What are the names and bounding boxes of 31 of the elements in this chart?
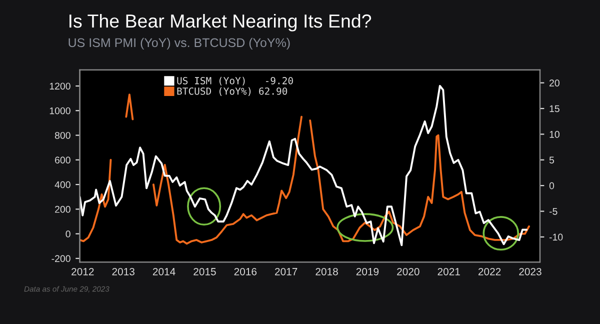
y-tick-label: 0 <box>66 230 70 238</box>
y-tick-label: 1200 <box>50 82 70 90</box>
chart-title: Is The Bear Market Nearing Its End? <box>70 14 372 32</box>
x-tick-label: 2018 <box>316 268 338 276</box>
legend-label: US ISM (YoY) -9.20 <box>177 76 293 86</box>
x-tick-label: 2020 <box>397 268 420 276</box>
y-tick-label: 400 <box>54 181 70 188</box>
y2-tick-label: 20 <box>550 80 560 86</box>
x-tick-label: 2013 <box>112 268 134 276</box>
x-tick-label: 2016 <box>234 268 257 276</box>
x-tick-label: 2021 <box>438 268 460 276</box>
y2-tick-label: -10 <box>549 234 563 241</box>
y2-tick-label: 15 <box>550 105 560 112</box>
y-tick-label: 200 <box>55 206 70 213</box>
legend-label: BTCUSD (YoY%) 62.90 <box>177 87 288 96</box>
y-tick-label: 800 <box>54 132 70 139</box>
y-tick-label: 1000 <box>50 107 70 114</box>
y2-tick-label: 10 <box>550 130 560 138</box>
y2-tick-label: 0 <box>549 182 554 190</box>
y2-tick-label: 5 <box>549 156 554 164</box>
x-tick-label: 2015 <box>194 268 216 276</box>
y-tick-label: 600 <box>55 156 70 164</box>
y-tick-label: -200 <box>52 255 70 262</box>
x-tick-label: 2014 <box>152 268 176 276</box>
x-tick-label: 2019 <box>356 268 379 276</box>
chart-subtitle: US ISM PMI (YoY) vs. BTCUSD (YoY%) <box>68 38 290 50</box>
y2-tick-label: -5 <box>549 208 558 215</box>
x-tick-label: 2017 <box>275 268 298 276</box>
x-tick-label: 2023 <box>519 268 542 276</box>
x-tick-label: 2012 <box>72 268 94 276</box>
x-tick-label: 2022 <box>478 268 501 276</box>
